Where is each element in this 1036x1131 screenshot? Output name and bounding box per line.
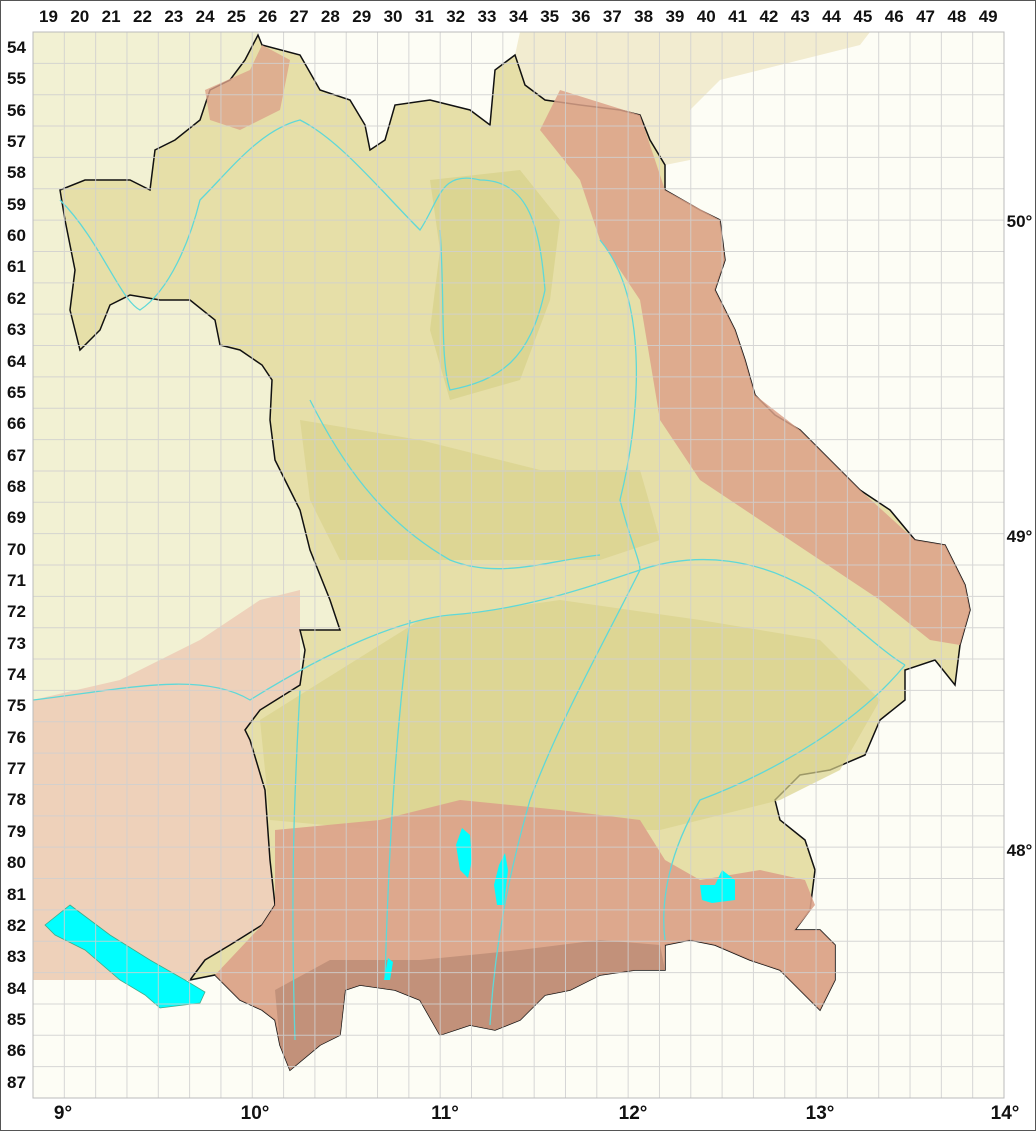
- lake-bodensee: [44, 904, 206, 1009]
- grid-row-label: 59: [7, 194, 26, 214]
- grid-column-label: 26: [258, 7, 278, 26]
- longitude-label: 10°: [240, 1103, 270, 1124]
- grid-column-label: 27: [289, 7, 309, 26]
- grid-row-label: 81: [7, 884, 26, 904]
- grid-row-label: 78: [7, 790, 26, 810]
- grid-row-label: 70: [7, 539, 26, 559]
- river-inn: [663, 664, 906, 941]
- grid-column-label: 39: [665, 7, 685, 26]
- longitude-label: 11°: [431, 1103, 459, 1124]
- grid-column-label: 37: [602, 7, 622, 26]
- river-isar: [489, 569, 641, 1026]
- grid-column-label: 23: [164, 7, 184, 26]
- grid-column-label: 43: [790, 7, 810, 26]
- grid-column-label: 35: [540, 7, 560, 26]
- lake-forggensee: [384, 958, 393, 980]
- rivers: [32, 119, 906, 1041]
- grid-row-label: 61: [7, 257, 26, 277]
- grid-row-label: 86: [7, 1041, 26, 1061]
- grid-row-label: 87: [7, 1072, 26, 1092]
- grid-column-label: 44: [822, 7, 842, 26]
- grid-column-label: 34: [508, 7, 528, 26]
- grid-column-label: 20: [70, 7, 90, 26]
- lake-ammersee: [456, 828, 472, 878]
- latitude-label: 50°: [1006, 212, 1033, 231]
- outside-region-north: [515, 32, 870, 165]
- grid-row-label: 57: [7, 132, 26, 152]
- longitude-label: 13°: [805, 1103, 835, 1124]
- grid-row-label: 73: [7, 633, 26, 653]
- grid-column-label: 25: [226, 7, 246, 26]
- grid-column-label: 24: [195, 7, 215, 26]
- river-altmuehl: [309, 399, 601, 570]
- grid-row-label: 71: [7, 571, 26, 590]
- longitude-label: 12°: [618, 1103, 648, 1124]
- grid-row-label: 74: [7, 665, 26, 685]
- upland-south: [260, 600, 880, 830]
- grid-column-label: 22: [132, 7, 152, 26]
- grid-column-label: 36: [571, 7, 591, 26]
- grid-lines: [33, 32, 1004, 1098]
- river-regnitz: [439, 229, 546, 391]
- outside-highland-sw: [33, 590, 300, 980]
- grid-row-label: 76: [7, 727, 26, 747]
- longitude-label: 9°: [53, 1103, 73, 1124]
- grid-column-label: 28: [320, 7, 340, 26]
- grid-column-label: 32: [446, 7, 466, 26]
- grid-column-label: 42: [759, 7, 779, 26]
- river-danube: [32, 558, 906, 701]
- grid-row-label: 75: [7, 696, 26, 716]
- grid-row-label: 58: [7, 163, 26, 183]
- river-main: [59, 119, 546, 311]
- grid-row-label: 67: [7, 445, 26, 465]
- grid-column-label: 21: [101, 7, 121, 26]
- upland-jura: [300, 420, 660, 560]
- grid-row-label: 63: [7, 320, 26, 340]
- highland-east-forest: [540, 90, 970, 645]
- grid-column-label: 47: [916, 7, 935, 26]
- grid-row-label: 66: [7, 414, 26, 434]
- grid-row-label: 56: [7, 100, 26, 120]
- grid-row-label: 80: [7, 853, 26, 873]
- grid-row-label: 55: [7, 69, 26, 89]
- grid-row-label: 62: [7, 288, 26, 308]
- grid-column-label: 40: [696, 7, 716, 26]
- upland-franconia: [430, 170, 560, 400]
- grid-column-label: 48: [947, 7, 967, 26]
- river-lech: [384, 619, 411, 981]
- grid-row-label: 60: [7, 226, 26, 246]
- grid-row-label: 77: [7, 759, 26, 779]
- grid-row-label: 85: [7, 1009, 26, 1029]
- grid-column-label: 31: [414, 7, 434, 26]
- grid-column-label: 49: [978, 7, 998, 26]
- grid-column-label: 33: [477, 7, 497, 26]
- grid-row-label: 54: [7, 38, 26, 57]
- grid-row-label: 64: [7, 351, 26, 371]
- grid-row-label: 68: [7, 476, 26, 496]
- latitude-label: 48°: [1006, 841, 1033, 860]
- grid-column-label: 46: [884, 7, 904, 26]
- river-naab: [599, 239, 641, 571]
- grid-row-label: 65: [7, 382, 26, 402]
- grid-row-label: 83: [7, 947, 26, 967]
- map-border: [32, 31, 1005, 1099]
- grid-row-label: 72: [7, 602, 26, 622]
- latitude-label: 49°: [1006, 527, 1033, 546]
- highland-alpine-foreland: [215, 800, 835, 1070]
- river-iller: [292, 689, 301, 1041]
- grid-row-label: 69: [7, 508, 26, 528]
- longitude-label: 14°: [990, 1103, 1020, 1124]
- grid-column-label: 45: [853, 7, 873, 26]
- grid-row-label: 79: [7, 821, 26, 841]
- grid-column-label: 29: [352, 7, 372, 26]
- grid-column-label: 30: [383, 7, 403, 26]
- grid-row-label: 84: [7, 978, 26, 998]
- grid-column-label: 41: [728, 7, 748, 26]
- grid-column-label: 38: [634, 7, 654, 26]
- highland-rhoen: [205, 45, 290, 130]
- grid-column-label: 19: [39, 7, 58, 26]
- grid-row-label: 82: [7, 915, 26, 935]
